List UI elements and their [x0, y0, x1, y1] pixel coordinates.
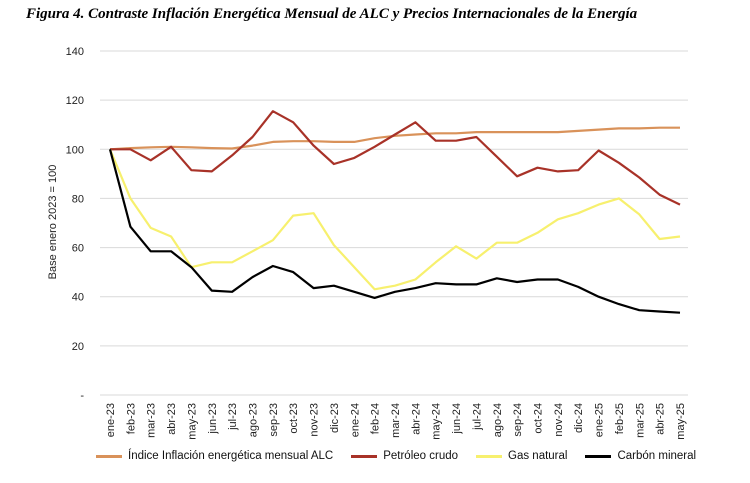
series-lines	[108, 110, 681, 314]
series-line-3	[108, 149, 681, 314]
y-tick-label: -	[80, 390, 84, 402]
x-tick-label: abr-24	[410, 403, 422, 435]
y-tick-label: 120	[66, 95, 84, 107]
x-tick-label: abr-25	[655, 403, 667, 435]
gridlines	[100, 50, 688, 396]
x-tick-label: feb-25	[614, 403, 626, 434]
legend-swatch	[96, 454, 122, 458]
legend-swatch	[476, 454, 503, 458]
y-tick-label: 100	[66, 144, 84, 156]
x-tick-label: ene-24	[349, 403, 361, 437]
legend-label: Petróleo crudo	[383, 450, 459, 462]
legend-item: Índice Inflación energética mensual ALC	[96, 450, 333, 462]
x-tick-label: mar-23	[146, 403, 158, 438]
series-line-2	[108, 148, 681, 291]
y-tick-label: 40	[72, 292, 84, 304]
x-tick-label: abr-23	[166, 403, 178, 435]
y-tick-label: 80	[72, 193, 84, 205]
x-tick-label: jun-24	[451, 403, 463, 435]
x-tick-label: mar-25	[634, 403, 646, 438]
x-tick-label: oct-23	[288, 403, 300, 434]
figure-title: Figura 4. Contraste Inflación Energética…	[26, 6, 638, 22]
legend-label: Carbón mineral	[617, 450, 697, 462]
legend: Índice Inflación energética mensual ALC P…	[96, 450, 696, 462]
x-tick-label: may-25	[675, 403, 687, 440]
x-axis-ticks: ene-23 feb-23 mar-23 abr-23 may-23 jun-23 jul-…	[105, 403, 687, 440]
x-tick-label: jun-23	[207, 403, 219, 435]
x-tick-label: sep-24	[512, 403, 524, 437]
x-tick-label: jul-24	[471, 403, 483, 431]
y-tick-label: 140	[66, 46, 84, 58]
x-tick-label: nov-24	[553, 403, 565, 437]
y-axis-label: Base enero 2023 = 100	[47, 165, 59, 280]
x-tick-label: may-23	[186, 403, 198, 440]
legend-swatch	[585, 454, 612, 458]
x-tick-label: dic-23	[329, 403, 341, 433]
legend-swatch	[351, 454, 378, 458]
legend-label: Gas natural	[508, 450, 568, 462]
x-tick-label: ene-23	[105, 403, 117, 437]
x-tick-label: dic-24	[573, 403, 585, 433]
x-tick-label: mar-24	[390, 403, 402, 438]
series-line-0	[109, 126, 680, 151]
x-tick-label: may-24	[431, 403, 443, 440]
x-tick-label: ago-24	[492, 403, 504, 437]
x-tick-label: nov-23	[309, 403, 321, 437]
series-line-1	[110, 110, 681, 206]
x-tick-label: feb-24	[370, 403, 382, 434]
x-tick-label: jul-23	[227, 403, 239, 431]
x-tick-label: sep-23	[268, 403, 280, 437]
legend-item: Petróleo crudo	[351, 450, 458, 462]
x-tick-label: oct-24	[533, 403, 545, 434]
legend-item: Gas natural	[476, 450, 567, 462]
x-tick-label: ene-25	[594, 403, 606, 437]
y-tick-label: 60	[72, 243, 84, 255]
legend-item: Carbón mineral	[585, 450, 696, 462]
x-tick-label: ago-23	[248, 403, 260, 437]
y-axis-ticks: - 20 40 60 80 100 120 140	[66, 46, 85, 402]
legend-label: Índice Inflación energética mensual ALC	[128, 450, 334, 462]
x-tick-label: feb-23	[125, 403, 137, 434]
y-tick-label: 20	[72, 341, 84, 353]
